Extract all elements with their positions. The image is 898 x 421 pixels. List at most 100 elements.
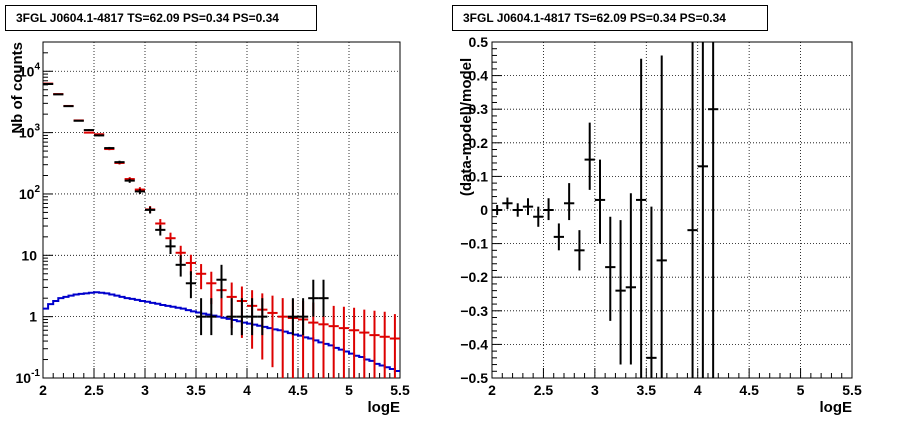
data-point xyxy=(298,298,309,336)
y-tick-label: 103 xyxy=(19,123,41,141)
x-tick-label: 4.5 xyxy=(739,382,759,398)
x-tick-label: 4 xyxy=(243,382,251,398)
residual-point xyxy=(687,42,698,378)
data-point xyxy=(114,160,125,164)
residual-point xyxy=(522,198,534,216)
data-point xyxy=(287,298,298,336)
data-point xyxy=(318,279,329,317)
residual-point xyxy=(625,193,636,365)
y-tick-label: 0 xyxy=(480,202,488,218)
x-tick-label: 4.5 xyxy=(288,382,308,398)
y-tick-label: −0.1 xyxy=(460,236,488,252)
y-tick-label: −0.5 xyxy=(460,370,488,386)
residual-point xyxy=(636,58,647,378)
x-tick-label: 2.5 xyxy=(534,382,554,398)
y-tick-label: 0.1 xyxy=(469,168,489,184)
y-tick-label: 1 xyxy=(29,309,37,325)
residual-point xyxy=(543,198,554,221)
residual-point xyxy=(646,206,657,378)
model-point xyxy=(277,298,288,378)
y-tick-label: 0.3 xyxy=(469,101,489,117)
y-axis-title: Nb of counts xyxy=(9,42,26,134)
data-point xyxy=(247,298,258,336)
data-point xyxy=(196,298,207,336)
y-tick-label: 0.2 xyxy=(469,135,489,151)
data-point xyxy=(145,206,156,214)
model-point xyxy=(359,309,370,378)
model-point xyxy=(369,310,380,378)
x-tick-label: 5 xyxy=(345,382,353,398)
x-tick-label: 2 xyxy=(39,382,47,398)
x-tick-label: 3.5 xyxy=(637,382,657,398)
residual-point xyxy=(574,230,585,271)
x-axis-title: logE xyxy=(820,399,853,416)
x-tick-label: 5.5 xyxy=(390,382,410,398)
model-point xyxy=(389,314,400,378)
y-tick-label: −0.4 xyxy=(460,336,488,352)
x-tick-label: 2 xyxy=(488,382,496,398)
data-point xyxy=(226,298,237,336)
data-point xyxy=(206,298,217,336)
data-point xyxy=(63,105,74,108)
y-axis-title: (data-model)/model xyxy=(458,58,475,196)
model-point xyxy=(267,295,278,368)
model-point xyxy=(328,305,339,378)
data-point xyxy=(155,225,166,236)
x-tick-label: 3 xyxy=(141,382,149,398)
data-point xyxy=(175,255,186,277)
residual-point xyxy=(533,206,544,227)
y-tick-label: 104 xyxy=(19,61,41,79)
x-tick-label: 4 xyxy=(694,382,702,398)
residual-point xyxy=(564,183,575,221)
data-point xyxy=(53,93,64,96)
data-point xyxy=(94,134,105,137)
residual-point xyxy=(708,42,719,378)
data-point xyxy=(104,146,115,150)
model-point xyxy=(196,264,207,290)
residual-point xyxy=(553,223,564,251)
model-point xyxy=(379,311,390,378)
x-tick-label: 3 xyxy=(591,382,599,398)
data-point xyxy=(236,298,247,336)
x-tick-label: 3.5 xyxy=(186,382,206,398)
residual-point xyxy=(615,220,626,365)
y-tick-label: 10-1 xyxy=(16,368,41,386)
residual-point xyxy=(584,122,595,190)
data-point xyxy=(308,279,319,317)
x-tick-label: 5.5 xyxy=(842,382,862,398)
x-tick-label: 2.5 xyxy=(84,382,104,398)
data-point xyxy=(83,129,94,132)
y-tick-label: −0.2 xyxy=(460,269,488,285)
residual-point xyxy=(605,216,616,321)
data-point xyxy=(43,83,54,86)
residual-point xyxy=(492,204,503,216)
data-point xyxy=(185,271,196,299)
residual-point xyxy=(594,159,606,244)
model-point xyxy=(83,131,94,134)
data-point xyxy=(257,298,268,336)
data-point xyxy=(134,188,145,194)
data-point xyxy=(124,178,135,183)
model-line xyxy=(43,291,400,373)
model-point xyxy=(349,307,360,378)
residual-point xyxy=(502,197,513,209)
x-axis-title: logE xyxy=(368,399,401,416)
residual-point xyxy=(697,42,708,378)
y-tick-label: 0.5 xyxy=(469,34,489,50)
y-tick-label: −0.3 xyxy=(460,303,488,319)
residual-point xyxy=(656,55,667,378)
model-point xyxy=(338,306,349,378)
y-tick-label: 102 xyxy=(19,184,41,202)
x-tick-label: 5 xyxy=(797,382,805,398)
plot-frame xyxy=(42,41,401,379)
y-tick-label: 10 xyxy=(21,247,37,263)
right-panel-title: 3FGL J0604.1-4817 TS=62.09 PS=0.34 PS=0.… xyxy=(452,5,768,31)
data-point xyxy=(73,119,84,122)
residual-point xyxy=(512,203,523,217)
left-panel-title: 3FGL J0604.1-4817 TS=62.09 PS=0.34 PS=0.… xyxy=(5,5,317,31)
data-point xyxy=(165,239,176,255)
y-tick-label: 0.4 xyxy=(469,68,489,84)
data-point xyxy=(216,264,227,299)
